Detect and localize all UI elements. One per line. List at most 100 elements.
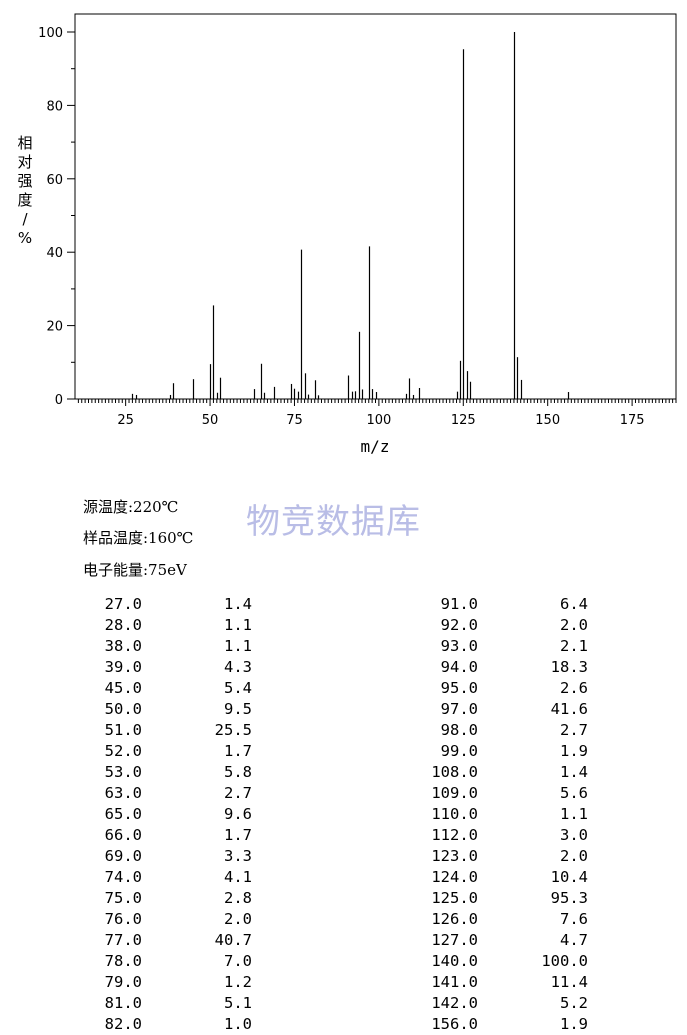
x-tick-label: 175 [620, 413, 645, 428]
peak-mz: 65.0 [104, 805, 142, 823]
y-axis-label-char: 度 [17, 191, 32, 209]
y-tick-label: 100 [38, 26, 63, 41]
peak-mz: 127.0 [431, 931, 478, 949]
peak-row: 27.0 1.4 [0, 594, 252, 615]
peak-row: 124.0 10.4 [0, 867, 588, 888]
peak-mz: 79.0 [104, 973, 142, 991]
peak-mz: 39.0 [104, 658, 142, 676]
peak-mz: 50.0 [104, 700, 142, 718]
y-axis-label-char: 对 [17, 153, 32, 171]
peak-row: 110.0 1.1 [0, 804, 588, 825]
peak-row: 126.0 7.6 [0, 909, 588, 930]
peak-intensity: 18.3 [550, 658, 588, 676]
y-tick-label: 20 [46, 320, 63, 335]
peak-row: 93.0 2.1 [0, 636, 588, 657]
peak-mz: 108.0 [431, 763, 478, 781]
peak-mz: 109.0 [431, 784, 478, 802]
peak-intensity: 2.0 [560, 616, 588, 634]
peak-mz: 45.0 [104, 679, 142, 697]
plot-frame [74, 13, 677, 400]
peak-mz: 74.0 [104, 868, 142, 886]
peak-mz: 156.0 [431, 1015, 478, 1033]
peak-mz: 76.0 [104, 910, 142, 928]
peak-row: 52.0 1.7 [0, 741, 252, 762]
electron-energy: 电子能量:75eV [83, 561, 187, 579]
y-tick-label: 80 [46, 99, 63, 114]
x-tick-label: 75 [286, 413, 303, 428]
peak-intensity: 5.6 [560, 784, 588, 802]
peak-intensity: 7.0 [224, 952, 252, 970]
y-tick-label: 0 [55, 393, 63, 408]
peak-intensity: 2.7 [560, 721, 588, 739]
peak-intensity: 40.7 [214, 931, 252, 949]
peak-intensity: 1.2 [224, 973, 252, 991]
peak-mz: 95.0 [440, 679, 478, 697]
peak-row: 109.0 5.6 [0, 783, 588, 804]
peak-intensity: 4.7 [560, 931, 588, 949]
x-tick-label: 125 [451, 413, 476, 428]
peak-intensity: 9.5 [224, 700, 252, 718]
peak-mz: 99.0 [440, 742, 478, 760]
peak-mz: 140.0 [431, 952, 478, 970]
peak-mz: 124.0 [431, 868, 478, 886]
chart-axes [74, 13, 677, 400]
peak-mz: 123.0 [431, 847, 478, 865]
peak-row: 98.0 2.7 [0, 720, 588, 741]
peak-mz: 112.0 [431, 826, 478, 844]
peak-intensity: 2.6 [560, 679, 588, 697]
watermark: 物竞数据库 [246, 502, 421, 542]
peak-mz: 51.0 [104, 721, 142, 739]
y-axis-label-char: % [18, 229, 32, 247]
peak-intensity: 1.9 [560, 1015, 588, 1033]
peak-row: 94.0 18.3 [0, 657, 588, 678]
peak-intensity: 1.7 [224, 826, 252, 844]
peak-row: 63.0 2.7 [0, 783, 252, 804]
y-tick-label: 60 [46, 173, 63, 188]
peak-row: 53.0 5.8 [0, 762, 252, 783]
peak-mz: 110.0 [431, 805, 478, 823]
y-tick-label: 40 [46, 246, 63, 261]
peak-intensity: 2.7 [224, 784, 252, 802]
peak-row: 123.0 2.0 [0, 846, 588, 867]
peak-mz: 53.0 [104, 763, 142, 781]
peak-row: 91.0 6.4 [0, 594, 588, 615]
peak-intensity: 25.5 [214, 721, 252, 739]
peak-intensity: 2.0 [560, 847, 588, 865]
x-axis-ticks: 25 50 75 100 125 150 175 [77, 399, 677, 428]
source-temperature: 源温度:220℃ [83, 498, 179, 516]
peak-row: 50.0 9.5 [0, 699, 252, 720]
peak-intensity: 41.6 [550, 700, 588, 718]
x-axis-label: m/z [361, 437, 390, 456]
peak-intensity: 1.7 [224, 742, 252, 760]
peak-row: 38.0 1.1 [0, 636, 252, 657]
peak-intensity: 10.4 [550, 868, 588, 886]
peak-row: 78.0 7.0 [0, 951, 252, 972]
peak-mz: 27.0 [104, 595, 142, 613]
peak-row: 79.0 1.2 [0, 972, 252, 993]
peak-row: 82.0 1.0 [0, 1014, 252, 1035]
peak-mz: 52.0 [104, 742, 142, 760]
peak-mz: 97.0 [440, 700, 478, 718]
peak-intensity: 1.1 [224, 637, 252, 655]
peak-row: 92.0 2.0 [0, 615, 588, 636]
peak-intensity: 100.0 [541, 952, 588, 970]
peak-intensity: 1.9 [560, 742, 588, 760]
peak-table-left: 27.0 1.4 28.0 1.1 38.0 1.1 39.0 4.3 45.0 5.4 50.0 9… [0, 594, 252, 1035]
peak-intensity: 3.3 [224, 847, 252, 865]
peak-mz: 126.0 [431, 910, 478, 928]
y-axis-ticks: 0 20 40 60 80 100 [38, 26, 75, 408]
peak-row: 65.0 9.6 [0, 804, 252, 825]
peak-row: 125.0 95.3 [0, 888, 588, 909]
peak-intensity: 11.4 [550, 973, 588, 991]
peak-intensity: 1.4 [560, 763, 588, 781]
peak-row: 39.0 4.3 [0, 657, 252, 678]
peak-row: 97.0 41.6 [0, 699, 588, 720]
peak-row: 81.0 5.1 [0, 993, 252, 1014]
peak-intensity: 6.4 [560, 595, 588, 613]
peak-intensity: 4.3 [224, 658, 252, 676]
peak-row: 69.0 3.3 [0, 846, 252, 867]
peak-row: 142.0 5.2 [0, 993, 588, 1014]
mass-spectrum-chart: 25 50 75 100 125 150 175 0 20 40 60 80 100 m/z 相对强度… [17, 13, 677, 456]
x-tick-label: 150 [535, 413, 560, 428]
peak-mz: 81.0 [104, 994, 142, 1012]
